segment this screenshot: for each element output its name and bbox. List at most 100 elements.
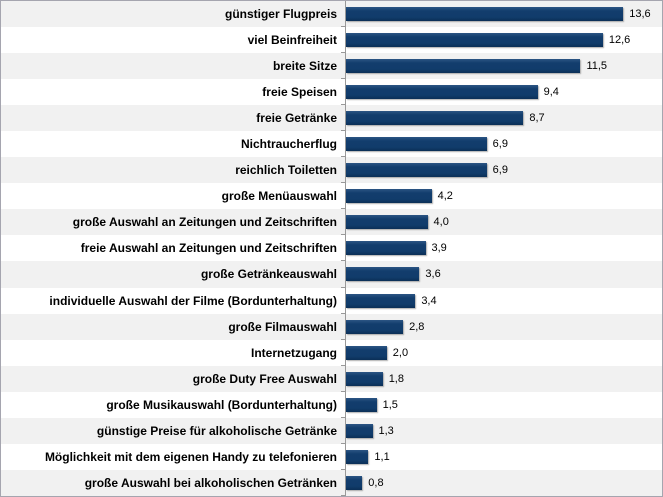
plot-area: 3,9 bbox=[341, 235, 662, 262]
category-label: große Duty Free Auswahl bbox=[192, 371, 337, 386]
chart-row: große Auswahl an Zeitungen und Zeitschri… bbox=[1, 209, 662, 236]
category-label: große Getränkeauswahl bbox=[200, 267, 337, 282]
chart-row: reichlich Toiletten 6,9 bbox=[1, 157, 662, 184]
category-label: große Musikauswahl (Bordunterhaltung) bbox=[106, 397, 337, 412]
bar bbox=[346, 111, 524, 126]
category-label: günstiger Flugpreis bbox=[224, 7, 337, 22]
plot-area: 1,5 bbox=[341, 391, 662, 418]
plot-area: 1,8 bbox=[341, 365, 662, 392]
plot-area: 1,1 bbox=[341, 443, 662, 470]
bar bbox=[346, 371, 383, 386]
plot-area: 2,8 bbox=[341, 313, 662, 340]
bar bbox=[346, 59, 581, 74]
category-label: große Auswahl bei alkoholischen Getränke… bbox=[84, 475, 337, 490]
axis-tick bbox=[341, 26, 345, 28]
value-label: 4,0 bbox=[433, 216, 449, 229]
value-label: 6,9 bbox=[492, 138, 508, 151]
axis-tick bbox=[341, 130, 345, 132]
axis-tick bbox=[341, 364, 345, 366]
axis-tick bbox=[341, 338, 345, 340]
chart-row: Möglichkeit mit dem eigenen Handy zu tel… bbox=[1, 443, 662, 470]
axis-tick bbox=[341, 286, 345, 288]
category-label: freie Getränke bbox=[256, 111, 337, 126]
plot-area: 6,9 bbox=[341, 157, 662, 184]
bar bbox=[346, 319, 404, 334]
bar bbox=[346, 241, 426, 256]
bar bbox=[346, 7, 624, 22]
chart-row: große Getränkeauswahl 3,6 bbox=[1, 261, 662, 288]
value-label: 1,3 bbox=[378, 424, 394, 437]
chart-row: Nichtraucherflug 6,9 bbox=[1, 131, 662, 158]
bar bbox=[346, 449, 369, 464]
value-label: 4,2 bbox=[437, 190, 453, 203]
axis-tick bbox=[341, 260, 345, 262]
plot-area: 3,4 bbox=[341, 287, 662, 314]
plot-area: 3,6 bbox=[341, 261, 662, 288]
bar bbox=[346, 475, 363, 490]
chart-row: große Filmauswahl 2,8 bbox=[1, 313, 662, 340]
chart-row: freie Auswahl an Zeitungen und Zeitschri… bbox=[1, 235, 662, 262]
category-label: breite Sitze bbox=[272, 59, 337, 74]
category-label: viel Beinfreiheit bbox=[247, 33, 337, 48]
value-label: 1,8 bbox=[388, 372, 404, 385]
axis-tick bbox=[341, 442, 345, 444]
plot-area: 9,4 bbox=[341, 79, 662, 106]
chart-row: Internetzugang 2,0 bbox=[1, 339, 662, 366]
value-label: 13,6 bbox=[629, 8, 651, 21]
axis-tick bbox=[341, 234, 345, 236]
axis-tick bbox=[341, 416, 345, 418]
axis-tick bbox=[341, 78, 345, 80]
category-label: große Menüauswahl bbox=[221, 189, 337, 204]
category-label: individuelle Auswahl der Filme (Bordunte… bbox=[49, 293, 337, 308]
bar bbox=[346, 215, 428, 230]
value-label: 11,5 bbox=[586, 60, 608, 73]
plot-area: 4,2 bbox=[341, 183, 662, 210]
bar bbox=[346, 397, 377, 412]
plot-area: 1,3 bbox=[341, 417, 662, 444]
value-label: 2,8 bbox=[409, 320, 425, 333]
chart-row: große Menüauswahl 4,2 bbox=[1, 183, 662, 210]
bar bbox=[346, 267, 420, 282]
axis-tick bbox=[341, 390, 345, 392]
value-label: 8,7 bbox=[529, 112, 545, 125]
plot-area: 0,8 bbox=[341, 469, 662, 496]
value-label: 3,4 bbox=[421, 294, 437, 307]
chart-row: individuelle Auswahl der Filme (Bordunte… bbox=[1, 287, 662, 314]
bar bbox=[346, 85, 538, 100]
plot-area: 12,6 bbox=[341, 27, 662, 54]
plot-area: 11,5 bbox=[341, 53, 662, 80]
plot-area: 2,0 bbox=[341, 339, 662, 366]
value-label: 2,0 bbox=[392, 346, 409, 359]
chart-row: große Duty Free Auswahl 1,8 bbox=[1, 365, 662, 392]
chart-row: viel Beinfreiheit 12,6 bbox=[1, 27, 662, 54]
value-label: 3,9 bbox=[431, 242, 447, 255]
plot-area: 4,0 bbox=[341, 209, 662, 236]
chart-row: große Auswahl bei alkoholischen Getränke… bbox=[1, 469, 662, 496]
chart-row: günstiger Flugpreis 13,6 bbox=[1, 1, 662, 28]
bar bbox=[346, 137, 487, 152]
bar bbox=[346, 293, 416, 308]
plot-area: 13,6 bbox=[341, 1, 662, 28]
plot-area: 8,7 bbox=[341, 105, 662, 132]
category-label: große Filmauswahl bbox=[228, 319, 337, 334]
value-label: 1,1 bbox=[374, 450, 390, 463]
chart-row: große Musikauswahl (Bordunterhaltung) 1,5 bbox=[1, 391, 662, 418]
category-label: günstige Preise für alkoholische Getränk… bbox=[96, 423, 337, 438]
axis-tick bbox=[341, 468, 345, 470]
value-label: 3,6 bbox=[425, 268, 441, 281]
value-label: 12,6 bbox=[608, 34, 631, 47]
category-label: freie Speisen bbox=[262, 85, 337, 100]
axis-tick bbox=[341, 312, 345, 314]
category-label: reichlich Toiletten bbox=[235, 163, 337, 178]
value-label: 9,4 bbox=[543, 86, 559, 99]
category-label: große Auswahl an Zeitungen und Zeitschri… bbox=[72, 215, 337, 230]
axis-tick bbox=[341, 208, 345, 210]
category-label: Internetzugang bbox=[251, 345, 337, 360]
category-label: Nichtraucherflug bbox=[240, 137, 337, 152]
bar bbox=[346, 33, 603, 48]
bar bbox=[346, 163, 487, 178]
bar bbox=[346, 423, 373, 438]
axis-tick bbox=[341, 104, 345, 106]
bar bbox=[346, 189, 432, 204]
axis-tick bbox=[341, 156, 345, 158]
